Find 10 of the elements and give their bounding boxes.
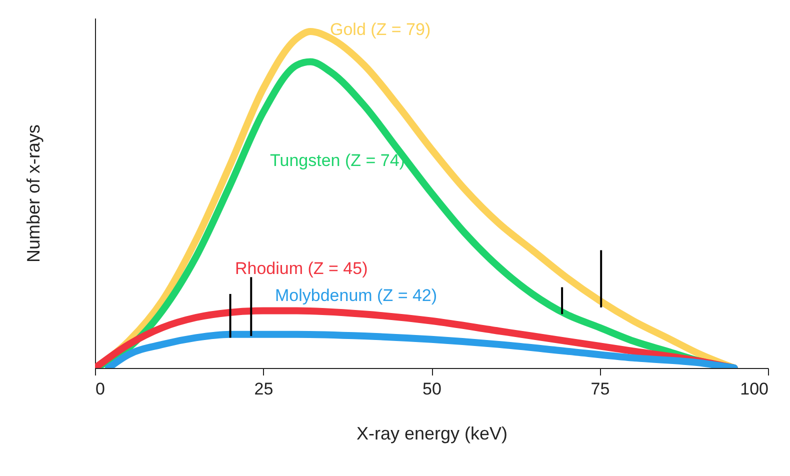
series-label: Rhodium (Z = 45) — [235, 259, 368, 278]
x-tick-label: 0 — [96, 380, 105, 398]
x-axis-title: X-ray energy (keV) — [356, 424, 508, 444]
x-tick-label: 50 — [422, 380, 442, 398]
y-axis-title: Number of x-rays — [24, 124, 44, 263]
x-tick-label: 25 — [254, 380, 274, 398]
x-tick-label: 100 — [740, 380, 768, 398]
series-label: Gold (Z = 79) — [330, 20, 431, 39]
series-label: Molybdenum (Z = 42) — [275, 286, 438, 305]
x-tick-label: 75 — [590, 380, 610, 398]
